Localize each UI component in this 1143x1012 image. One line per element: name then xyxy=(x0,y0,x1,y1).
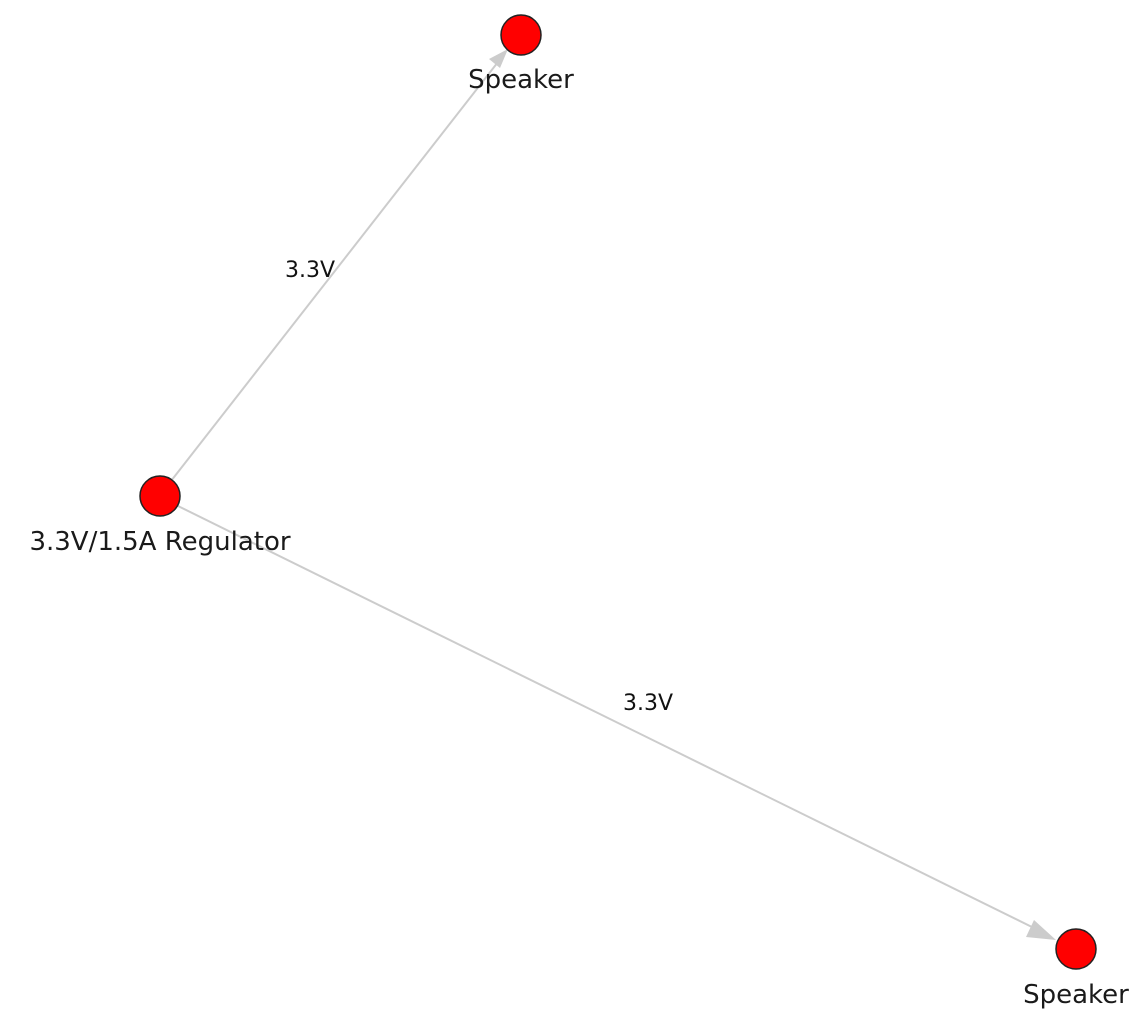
edge-label: 3.3V xyxy=(285,258,335,283)
node-speaker-top[interactable]: Speaker xyxy=(468,14,574,95)
node-speaker-bottom[interactable]: Speaker xyxy=(1023,928,1129,1010)
node-circle xyxy=(500,14,542,56)
arrowhead-icon xyxy=(1026,920,1056,940)
arrowhead-icon xyxy=(489,49,508,68)
node-label: Speaker xyxy=(468,65,574,95)
edge-regulator-to-speaker-top: 3.3V xyxy=(170,49,508,482)
edge-regulator-to-speaker-bottom: 3.3V xyxy=(177,505,1056,940)
node-label: Speaker xyxy=(1023,980,1129,1010)
edge-line xyxy=(170,61,499,482)
edge-label: 3.3V xyxy=(623,691,673,716)
edge-line xyxy=(177,505,1041,932)
node-circle xyxy=(139,475,181,517)
node-regulator[interactable]: 3.3V/1.5A Regulator xyxy=(29,475,291,557)
node-label: 3.3V/1.5A Regulator xyxy=(29,527,290,557)
node-circle xyxy=(1055,928,1097,970)
